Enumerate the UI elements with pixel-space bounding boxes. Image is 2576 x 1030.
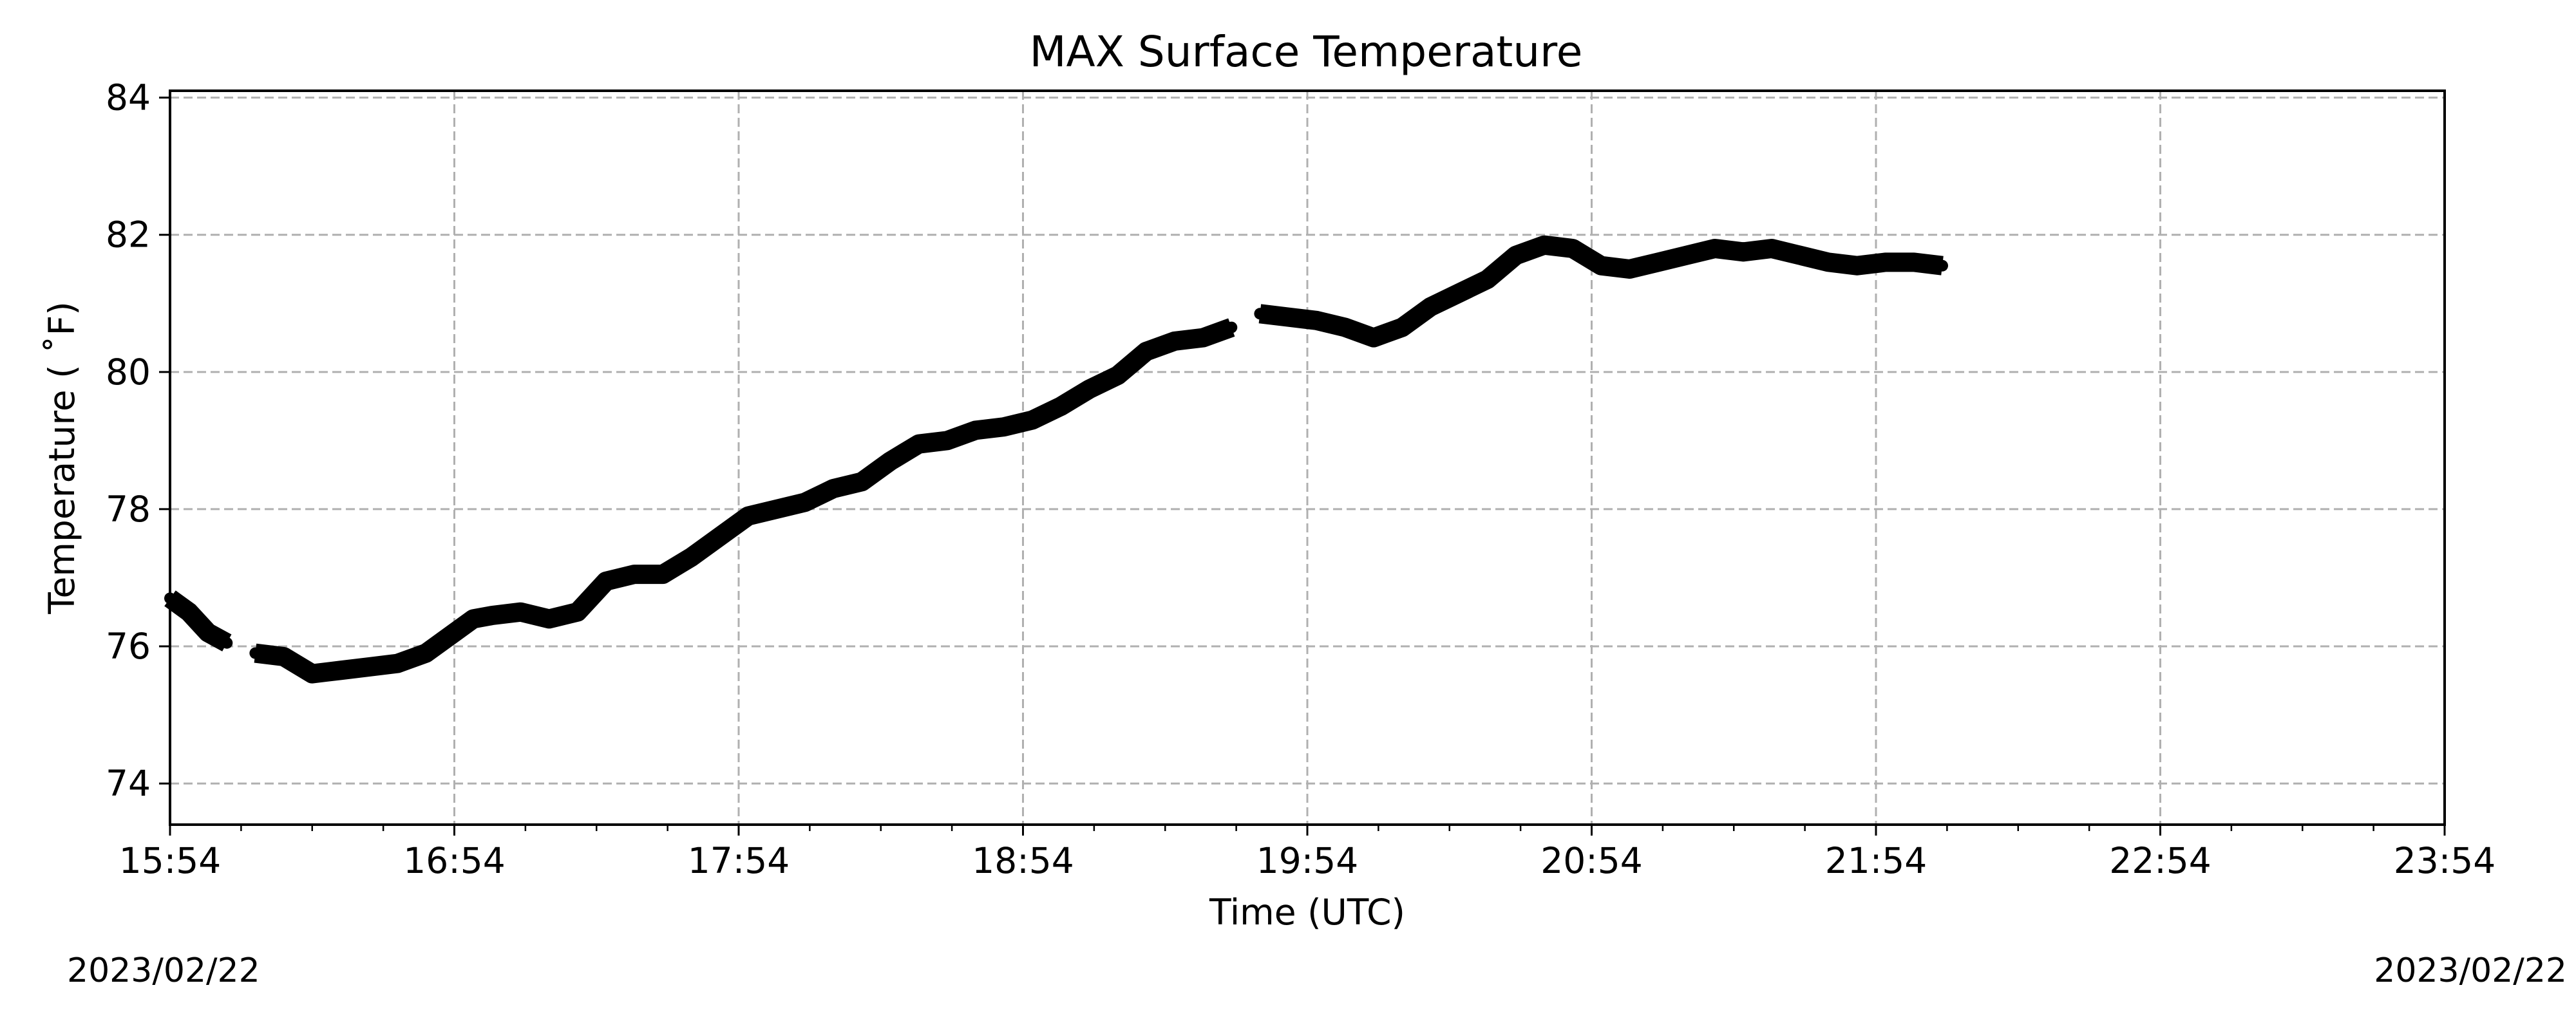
data-point xyxy=(1083,383,1095,395)
x-tick-label: 22:54 xyxy=(2109,840,2211,881)
data-point xyxy=(1738,246,1749,258)
data-point xyxy=(1510,249,1522,261)
x-tick-label: 19:54 xyxy=(1256,840,1359,881)
data-point xyxy=(1254,308,1266,320)
data-point xyxy=(486,610,498,621)
data-point xyxy=(1567,243,1579,254)
y-tick-label: 80 xyxy=(106,351,151,393)
y-tick-label: 78 xyxy=(106,489,151,530)
y-tick-label: 82 xyxy=(106,214,151,256)
data-point xyxy=(1425,301,1437,313)
x-tick-label: 15:54 xyxy=(119,840,222,881)
series-line-segment xyxy=(254,318,1235,684)
x-tick-label: 21:54 xyxy=(1825,840,1927,881)
data-point xyxy=(1481,274,1493,285)
data-point xyxy=(1937,259,1948,272)
data-point xyxy=(571,606,583,618)
data-point xyxy=(1368,332,1379,344)
data-point xyxy=(1112,370,1124,382)
data-point xyxy=(515,606,527,618)
y-axis: 74 76 78 80 82 84 xyxy=(106,77,170,804)
data-point xyxy=(202,626,214,639)
data-point xyxy=(913,438,925,450)
data-point xyxy=(714,530,726,543)
data-point xyxy=(742,510,754,522)
x-tick-label: 17:54 xyxy=(688,840,790,881)
end-date-label: 2023/02/22 xyxy=(2374,951,2567,990)
data-point xyxy=(941,435,953,447)
data-point xyxy=(1766,243,1778,254)
data-point xyxy=(306,668,318,680)
data-point xyxy=(334,664,346,677)
x-tick-label: 20:54 xyxy=(1540,840,1643,881)
data-point xyxy=(799,496,811,509)
data-point xyxy=(884,455,896,467)
data-point xyxy=(249,647,261,659)
y-tick-label: 74 xyxy=(106,763,151,804)
x-axis: 15:54 16:54 17:54 18:54 19:54 20:54 21:54 22:54… xyxy=(119,825,2496,881)
data-point xyxy=(1851,259,1863,272)
data-point xyxy=(770,503,782,515)
data-point xyxy=(1908,256,1920,268)
grid-lines xyxy=(169,91,2446,825)
data-point xyxy=(1879,256,1891,268)
data-point xyxy=(1624,263,1636,275)
data-point xyxy=(998,421,1010,433)
data-point xyxy=(1680,249,1692,261)
data-point xyxy=(1226,321,1238,333)
data-point xyxy=(1339,321,1351,333)
data-point xyxy=(1027,414,1039,426)
data-point xyxy=(1538,239,1550,251)
data-point xyxy=(420,647,432,659)
data-point xyxy=(1709,243,1721,254)
data-point xyxy=(600,575,612,587)
data-point xyxy=(969,424,981,436)
data-point xyxy=(629,568,641,581)
chart-title: MAX Surface Temperature xyxy=(1030,27,1583,77)
data-point xyxy=(183,606,195,618)
data-point xyxy=(1823,256,1835,268)
data-point xyxy=(467,613,479,625)
data-point xyxy=(1197,332,1209,344)
data-point xyxy=(1794,249,1806,261)
data-point xyxy=(363,661,375,673)
x-axis-label: Time (UTC) xyxy=(1209,892,1405,933)
data-point xyxy=(1396,321,1408,333)
data-point xyxy=(1055,400,1067,413)
series-temperature xyxy=(164,235,1948,684)
data-point xyxy=(278,651,290,662)
data-point xyxy=(448,626,460,639)
data-point xyxy=(543,613,555,625)
y-tick-label: 84 xyxy=(106,77,151,118)
data-point xyxy=(1652,256,1664,268)
data-point xyxy=(1453,287,1465,299)
y-axis-label: Temperature ( ˚F) xyxy=(41,301,82,614)
data-point xyxy=(221,637,233,649)
y-tick-label: 76 xyxy=(106,626,151,667)
data-point xyxy=(657,568,669,581)
data-point xyxy=(1282,311,1294,323)
x-tick-label: 18:54 xyxy=(972,840,1074,881)
data-point xyxy=(856,476,868,488)
data-point xyxy=(1311,314,1323,326)
series-line-segment xyxy=(1258,235,1944,348)
data-point xyxy=(828,482,840,494)
data-point xyxy=(392,657,404,670)
x-tick-label: 23:54 xyxy=(2394,840,2496,881)
data-point xyxy=(1169,335,1180,347)
data-point xyxy=(1140,345,1152,357)
data-point xyxy=(685,551,697,563)
x-tick-label: 16:54 xyxy=(403,840,506,881)
start-date-label: 2023/02/22 xyxy=(67,951,260,990)
data-point xyxy=(1595,259,1607,272)
series-line-segment xyxy=(164,590,232,651)
